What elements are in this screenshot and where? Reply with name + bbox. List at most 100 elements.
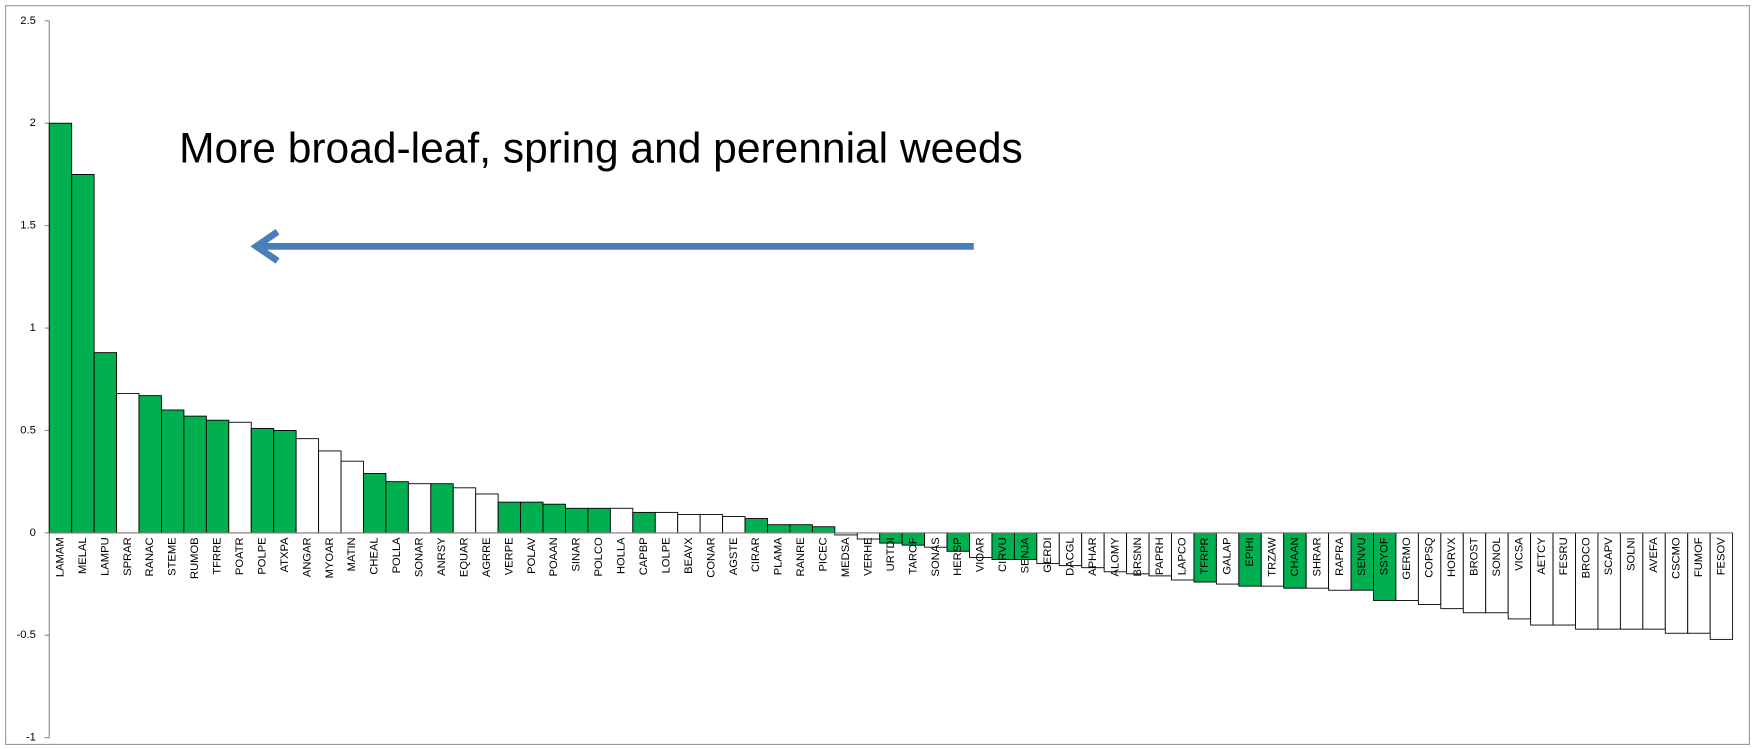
bar	[295, 438, 320, 534]
bar	[385, 481, 409, 534]
x-tick-label: SHRAR	[1311, 537, 1323, 576]
y-tick-label: -1	[26, 732, 36, 744]
x-tick-label: URTDI	[885, 537, 897, 571]
x-tick-label: PLAMA	[773, 537, 785, 575]
x-tick-label: VERHE	[862, 537, 874, 576]
x-tick-label: SONOL	[1491, 537, 1503, 576]
x-tick-label: BEAVX	[683, 537, 695, 574]
bar	[93, 352, 118, 534]
bar	[138, 395, 162, 534]
x-tick-label: POATR	[234, 537, 246, 575]
bar	[71, 173, 95, 534]
x-tick-label: POAAN	[548, 537, 560, 576]
y-tick-label: 0	[30, 527, 36, 539]
x-tick-label: SSYOF	[1379, 537, 1391, 575]
x-tick-label: SENJA	[1020, 537, 1032, 574]
x-tick-label: SONAR	[414, 537, 426, 577]
bar	[587, 507, 611, 534]
x-tick-label: FUMOF	[1693, 537, 1705, 577]
bar	[789, 524, 813, 534]
bar	[363, 473, 387, 534]
bar	[318, 450, 342, 534]
x-tick-label: POLLA	[391, 537, 403, 574]
bar	[520, 501, 544, 534]
x-tick-label: CAPBP	[638, 537, 650, 575]
x-tick-label: MELAL	[77, 537, 89, 574]
bar	[609, 507, 634, 534]
x-tick-label: AETCY	[1536, 537, 1548, 575]
x-tick-label: ANRSY	[436, 537, 448, 576]
bar	[183, 415, 207, 534]
x-tick-label: POLAV	[526, 537, 538, 574]
x-tick-label: BROCO	[1581, 537, 1593, 578]
x-tick-label: EPIHI	[1244, 537, 1256, 566]
x-tick-label: LAMAM	[54, 537, 66, 577]
x-tick-label: LAPCO	[1177, 537, 1189, 575]
x-tick-label: RANRE	[795, 537, 807, 576]
arrow	[250, 229, 974, 264]
x-tick-label: SENVU	[1356, 537, 1368, 576]
x-tick-label: CHAAN	[1289, 537, 1301, 576]
bar	[228, 421, 252, 534]
x-tick-label: POLPE	[256, 537, 268, 574]
x-tick-label: SCAPV	[1603, 537, 1615, 575]
bar	[744, 518, 768, 534]
x-tick-label: FESRU	[1558, 537, 1570, 575]
x-tick-label: CIRAR	[750, 537, 762, 572]
x-tick-label: APHAR	[1087, 537, 1099, 576]
x-tick-label: ATXPA	[279, 537, 291, 573]
x-tick-label: CONAR	[705, 537, 717, 577]
x-tick-label: MEDSA	[840, 537, 852, 577]
x-tick-label: PAPRH	[1154, 537, 1166, 575]
x-tick-label: RAPRA	[1334, 537, 1346, 576]
x-tick-label: PICEC	[818, 537, 830, 571]
x-tick-label: HORVX	[1446, 537, 1458, 577]
x-tick-label: LAMPU	[99, 537, 111, 576]
bar	[632, 511, 656, 534]
x-tick-label: LOLPE	[660, 537, 672, 573]
x-tick-label: COPSQ	[1424, 537, 1436, 578]
x-tick-label: SINAR	[571, 537, 583, 571]
x-tick-label: POLCO	[593, 537, 605, 576]
x-tick-label: ANGAR	[301, 537, 313, 577]
x-tick-label: STEME	[167, 537, 179, 576]
x-tick-label: GALAP	[1222, 537, 1234, 574]
chart-border	[5, 5, 1750, 745]
x-tick-label: SPRAR	[122, 537, 134, 576]
bar	[116, 393, 140, 534]
bar	[767, 524, 791, 534]
y-tick-label: -0.5	[17, 629, 36, 641]
x-tick-label: VICSA	[1513, 537, 1525, 571]
y-tick-label: 2	[30, 117, 36, 129]
bar	[430, 483, 454, 534]
y-tick-label: 2.5	[20, 15, 36, 27]
x-tick-label: FESOV	[1715, 537, 1727, 575]
x-tick-label: HERSP	[952, 537, 964, 576]
x-tick-label: VERPE	[503, 537, 515, 575]
y-tick-label: 1	[30, 322, 36, 334]
bar	[452, 487, 477, 534]
x-tick-label: AGRRE	[481, 537, 493, 577]
bar	[250, 427, 275, 534]
x-tick-label: VIOAR	[975, 537, 987, 572]
x-tick-label: AVEFA	[1648, 537, 1660, 573]
x-tick-label: GERDI	[1042, 537, 1054, 572]
bar	[48, 122, 73, 534]
x-tick-label: MYOAR	[324, 537, 336, 578]
x-tick-label: TFRPR	[1199, 537, 1211, 574]
bar	[161, 409, 185, 534]
bar	[497, 501, 522, 534]
bar	[205, 419, 230, 534]
bar	[542, 503, 566, 534]
x-tick-label: TRZAW	[1266, 537, 1278, 577]
bar	[699, 513, 724, 534]
x-tick-label: DACGL	[1064, 537, 1076, 576]
bar	[273, 430, 297, 534]
bar	[811, 526, 836, 534]
bar	[677, 513, 701, 534]
x-tick-label: MATIN	[346, 537, 358, 571]
x-tick-label: EQUAR	[458, 537, 470, 577]
x-tick-label: SOLNI	[1626, 537, 1638, 571]
bar	[654, 511, 679, 534]
